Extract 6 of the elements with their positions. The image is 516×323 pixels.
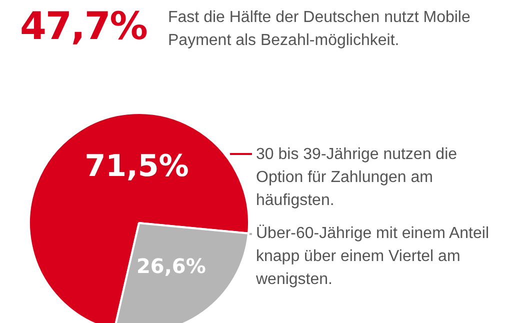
- text: 30 bis 39-Jährige nutzen die Option für Zahlungen am häufigsten.: [256, 145, 458, 211]
- chart-title: 47,7%: [20, 4, 147, 48]
- text: Über-60-Jährige mit einem Anteil knapp über einem Viertel am wenigsten.: [256, 224, 490, 290]
- data-label: 71,5%: [84, 149, 189, 184]
- data-label: 26,6%: [136, 254, 206, 278]
- text: Fast die Hälfte der Deutschen nutzt Mobile Payment als Bezahl-möglichkeit.: [168, 8, 472, 51]
